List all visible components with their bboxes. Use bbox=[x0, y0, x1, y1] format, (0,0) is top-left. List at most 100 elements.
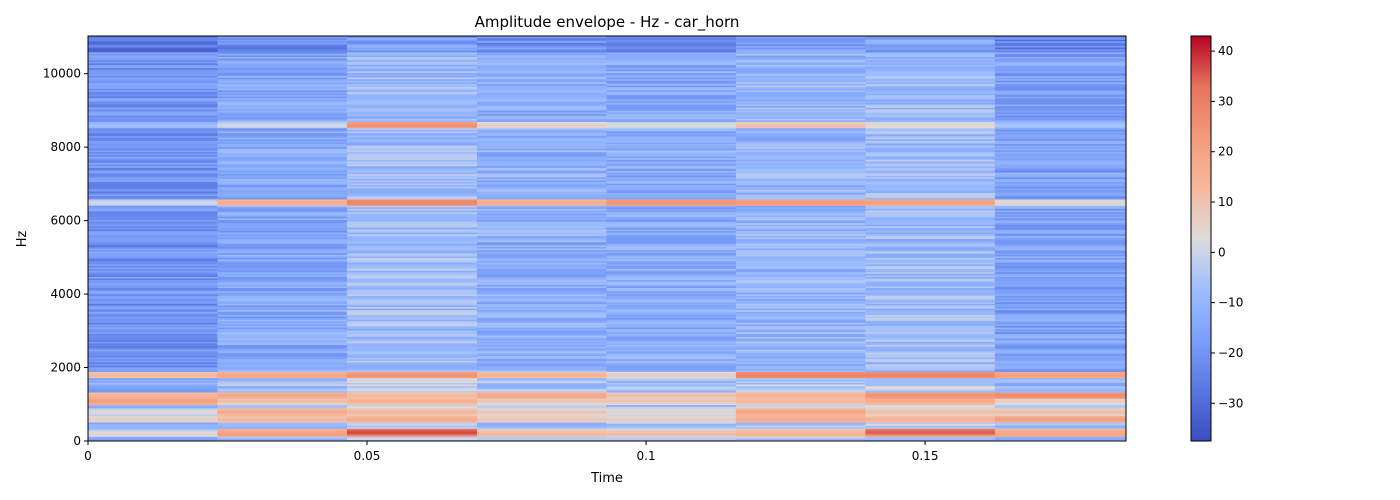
heatmap-cell bbox=[88, 257, 218, 260]
heatmap-cell bbox=[476, 436, 607, 439]
heatmap-cell bbox=[476, 48, 607, 51]
heatmap-cell bbox=[994, 262, 1127, 265]
heatmap-cell bbox=[865, 187, 996, 190]
heatmap-cell bbox=[217, 42, 348, 45]
heatmap-cell bbox=[346, 316, 478, 319]
heatmap-cell bbox=[606, 119, 737, 122]
heatmap-cell bbox=[994, 344, 1127, 347]
heatmap-cell bbox=[88, 423, 218, 426]
heatmap-cell bbox=[476, 138, 607, 141]
heatmap-cell bbox=[88, 70, 218, 73]
heatmap-cell bbox=[994, 186, 1127, 189]
heatmap-cell bbox=[217, 406, 348, 409]
heatmap-cell bbox=[735, 401, 866, 404]
heatmap-cell bbox=[88, 66, 218, 69]
heatmap-cell bbox=[476, 273, 607, 276]
heatmap-cell bbox=[735, 195, 866, 198]
colorbar-tick-label: −10 bbox=[1218, 296, 1243, 310]
heatmap-cell bbox=[88, 126, 218, 129]
heatmap-cell bbox=[88, 303, 218, 306]
heatmap-cell bbox=[735, 232, 866, 235]
heatmap-cell bbox=[346, 422, 478, 425]
heatmap-cell bbox=[606, 319, 737, 322]
heatmap-cell bbox=[865, 121, 996, 124]
heatmap-cell bbox=[994, 257, 1127, 260]
heatmap-cell bbox=[735, 208, 866, 211]
heatmap-cell bbox=[735, 439, 866, 442]
heatmap-cell bbox=[476, 281, 607, 284]
heatmap-cell bbox=[994, 160, 1127, 164]
heatmap-cell bbox=[865, 86, 996, 89]
heatmap-cell bbox=[88, 353, 218, 357]
heatmap-cell bbox=[217, 241, 348, 244]
heatmap-cell bbox=[606, 409, 737, 412]
heatmap-cell bbox=[217, 268, 348, 271]
heatmap-cell bbox=[606, 385, 737, 388]
heatmap-cell bbox=[994, 168, 1127, 171]
heatmap-cell bbox=[346, 203, 478, 206]
heatmap-cell bbox=[346, 192, 478, 195]
heatmap-cell bbox=[217, 75, 348, 78]
heatmap-cell bbox=[346, 372, 478, 376]
heatmap-cell bbox=[606, 338, 737, 341]
heatmap-cell bbox=[735, 236, 866, 239]
heatmap-cell bbox=[346, 428, 478, 431]
heatmap-cell bbox=[994, 142, 1127, 145]
heatmap-cell bbox=[346, 308, 478, 311]
heatmap-cell bbox=[606, 401, 737, 404]
heatmap-cell bbox=[606, 289, 737, 292]
heatmap-cell bbox=[217, 89, 348, 92]
heatmap-cell bbox=[88, 69, 218, 72]
heatmap-cell bbox=[217, 189, 348, 192]
heatmap-cell bbox=[606, 323, 737, 327]
heatmap-cell bbox=[476, 336, 607, 339]
heatmap-cell bbox=[346, 36, 478, 39]
heatmap-cell bbox=[476, 335, 607, 338]
heatmap-cell bbox=[606, 91, 737, 94]
heatmap-cell bbox=[865, 355, 996, 358]
heatmap-cell bbox=[217, 271, 348, 274]
heatmap-cell bbox=[735, 219, 866, 222]
heatmap-cell bbox=[865, 113, 996, 116]
heatmap-cell bbox=[346, 396, 478, 399]
heatmap-cell bbox=[735, 437, 866, 440]
heatmap-cell bbox=[346, 232, 478, 235]
heatmap-cell bbox=[476, 246, 607, 249]
heatmap-cell bbox=[865, 224, 996, 227]
heatmap-cell bbox=[88, 100, 218, 103]
heatmap-cell bbox=[88, 221, 218, 224]
heatmap-cell bbox=[606, 422, 737, 425]
heatmap-cell bbox=[346, 357, 478, 360]
heatmap-cell bbox=[217, 252, 348, 255]
heatmap-cell bbox=[865, 127, 996, 130]
heatmap-cell bbox=[346, 105, 478, 108]
heatmap-cell bbox=[217, 365, 348, 368]
heatmap-cell bbox=[346, 108, 478, 111]
heatmap-cell bbox=[346, 328, 478, 331]
heatmap-cell bbox=[88, 142, 218, 145]
heatmap-cell bbox=[735, 338, 866, 341]
heatmap-cell bbox=[346, 382, 478, 385]
heatmap-cell bbox=[476, 211, 607, 214]
heatmap-cell bbox=[217, 191, 348, 194]
heatmap-cell bbox=[865, 61, 996, 64]
heatmap-cell bbox=[994, 306, 1127, 309]
heatmap-cell bbox=[994, 238, 1127, 241]
heatmap-cell bbox=[735, 124, 866, 127]
heatmap-cell bbox=[217, 361, 348, 364]
heatmap-cell bbox=[865, 97, 996, 100]
heatmap-cell bbox=[735, 104, 866, 107]
heatmap-cell bbox=[346, 363, 478, 366]
x-tick-label: 0.05 bbox=[354, 449, 381, 463]
heatmap-cell bbox=[994, 292, 1127, 295]
heatmap-cell bbox=[346, 412, 478, 415]
heatmap-cell bbox=[865, 138, 996, 141]
heatmap-cell bbox=[994, 368, 1127, 371]
heatmap-cell bbox=[735, 123, 866, 126]
heatmap-cell bbox=[346, 175, 478, 178]
heatmap-cell bbox=[217, 186, 348, 189]
heatmap-cell bbox=[346, 403, 478, 406]
heatmap-cell bbox=[217, 274, 348, 277]
heatmap-cell bbox=[994, 241, 1127, 244]
heatmap-cell bbox=[346, 191, 478, 194]
